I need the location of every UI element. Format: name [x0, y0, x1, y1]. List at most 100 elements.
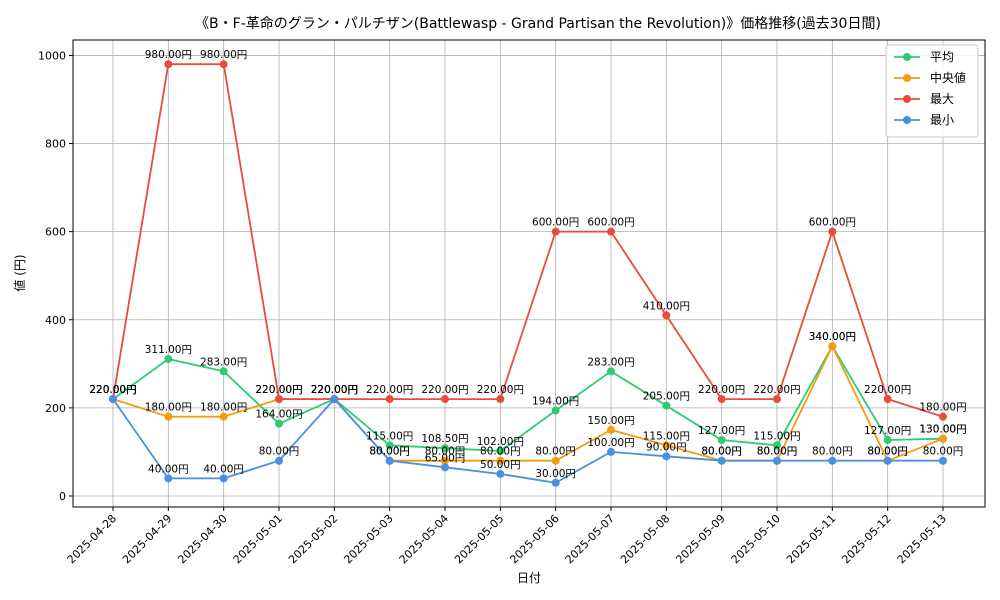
data-label: 283.00円: [200, 356, 247, 368]
data-label: 90.00円: [646, 441, 687, 453]
data-label: 65.00円: [425, 452, 466, 464]
series-line: [112, 397, 943, 484]
data-label: 220.00円: [864, 384, 911, 396]
data-point: [551, 478, 560, 487]
data-point: [773, 395, 781, 404]
data-point: [496, 395, 505, 404]
data-label: 180.00円: [145, 402, 192, 414]
data-point: [551, 456, 560, 465]
y-axis-label: 値 (円): [12, 254, 27, 291]
x-tick-label: 2025-05-08: [618, 512, 672, 566]
data-point: [939, 434, 947, 443]
data-point: [441, 456, 449, 465]
data-point: [607, 367, 615, 376]
data-label: 80.00円: [867, 446, 908, 458]
x-tick-label: 2025-04-30: [175, 512, 229, 566]
data-point: [441, 395, 449, 404]
data-point: [275, 395, 283, 404]
data-label: 115.00円: [753, 430, 800, 442]
data-point: [109, 395, 117, 404]
legend-swatch-marker: [903, 116, 911, 124]
data-label: 80.00円: [701, 446, 742, 458]
series-line: [112, 344, 944, 462]
legend-swatch-marker: [903, 53, 911, 61]
data-label: 220.00円: [311, 384, 358, 396]
data-label: 410.00円: [643, 300, 690, 312]
data-point: [164, 354, 173, 363]
data-point: [773, 456, 781, 465]
data-label: 220.00円: [311, 384, 358, 396]
data-point: [607, 447, 615, 456]
data-point: [385, 441, 394, 450]
data-label: 50.00円: [480, 459, 521, 471]
data-label: 600.00円: [587, 217, 634, 229]
x-tick-label: 2025-05-05: [452, 512, 506, 566]
data-point: [939, 412, 947, 421]
grid: [73, 40, 985, 507]
legend-box: [885, 44, 979, 138]
chart-title: 《B・F-革命のグラン・パルチザン(Battlewasp - Grand Par…: [195, 15, 881, 32]
data-label: 220.00円: [311, 384, 358, 396]
x-tick-label: 2025-05-09: [673, 512, 727, 566]
series-line: [112, 344, 944, 452]
series-lines: [109, 60, 947, 487]
data-label: 40.00円: [148, 463, 189, 475]
x-tick-label: 2025-05-13: [895, 512, 949, 566]
data-point: [551, 406, 560, 415]
x-tick-label: 2025-05-07: [563, 512, 617, 566]
data-label: 205.00円: [643, 391, 690, 403]
x-tick-label: 2025-04-28: [65, 512, 119, 566]
data-point: [275, 419, 283, 428]
data-label: 194.00円: [532, 396, 579, 408]
data-label: 30.00円: [535, 468, 576, 480]
data-label: 220.00円: [421, 384, 468, 396]
data-point: [219, 60, 228, 69]
data-point: [164, 412, 173, 421]
data-point: [551, 227, 560, 236]
data-point: [330, 395, 339, 404]
data-label: 130.00円: [919, 424, 966, 436]
data-point: [662, 401, 671, 410]
x-tick-label: 2025-05-11: [784, 512, 838, 566]
data-label: 80.00円: [867, 446, 908, 458]
data-label: 164.00円: [255, 409, 302, 421]
data-label: 80.00円: [923, 446, 964, 458]
y-tick-label: 200: [45, 402, 66, 415]
data-label: 220.00円: [255, 384, 302, 396]
data-point: [496, 456, 505, 465]
data-label: 600.00円: [532, 217, 579, 229]
data-label: 80.00円: [369, 446, 410, 458]
legend-label: 最小: [930, 113, 954, 127]
data-label: 40.00円: [203, 463, 244, 475]
data-point: [164, 474, 173, 483]
data-label: 80.00円: [701, 446, 742, 458]
data-point: [607, 425, 615, 434]
data-point: [219, 474, 228, 483]
data-label: 180.00円: [919, 402, 966, 414]
data-point: [662, 311, 671, 320]
data-label: 100.00円: [587, 437, 634, 449]
data-point: [441, 463, 449, 472]
data-point: [717, 456, 726, 465]
data-label: 150.00円: [587, 415, 634, 427]
data-labels: 220.00円 311.00円 283.00円 164.00円 220.00円 115.0…: [89, 49, 966, 480]
data-label: 80.00円: [369, 446, 410, 458]
data-point: [828, 227, 837, 236]
data-label: 220.00円: [753, 384, 800, 396]
data-label: 980.00円: [200, 49, 247, 61]
data-label: 127.00円: [698, 425, 745, 437]
data-label: 80.00円: [812, 446, 853, 458]
data-point: [219, 367, 228, 376]
x-tick-label: 2025-05-03: [341, 512, 395, 566]
data-label: 220.00円: [89, 384, 136, 396]
y-tick-label: 600: [45, 226, 66, 239]
x-tick-label: 2025-05-04: [397, 512, 451, 566]
data-point: [773, 441, 781, 450]
data-label: 220.00円: [89, 384, 136, 396]
data-label: 80.00円: [757, 446, 798, 458]
data-point: [939, 456, 947, 465]
data-label: 80.00円: [480, 446, 521, 458]
data-label: 220.00円: [311, 384, 358, 396]
data-label: 80.00円: [425, 446, 466, 458]
